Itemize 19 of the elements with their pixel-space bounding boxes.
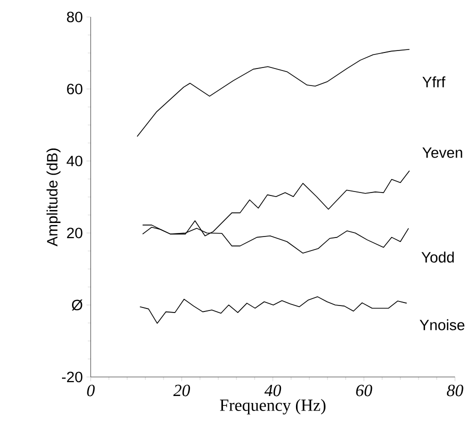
y-tick-label: 60 xyxy=(67,84,82,94)
x-tick-label: 40 xyxy=(264,384,282,396)
y-tick-label: 40 xyxy=(66,156,82,166)
y-axis-title: Amplitude (dB) xyxy=(46,148,60,246)
y-tick-label: -20 xyxy=(62,372,82,382)
x-tick-label: 60 xyxy=(356,384,372,396)
x-axis-title: Frequency (Hz) xyxy=(220,399,326,414)
x-tick-label: 0 xyxy=(87,384,95,396)
line-series xyxy=(136,48,410,137)
series-label: Ynoise xyxy=(420,319,464,330)
text: Yfrf xyxy=(422,76,446,88)
series-label: Yodd xyxy=(422,252,454,263)
y-tick-label: Ø xyxy=(72,299,82,311)
y-tick-label: 80 xyxy=(66,12,82,22)
series-label: Yeven xyxy=(422,147,462,158)
x-tick-label: 80 xyxy=(446,384,464,396)
x-tick-label: 20 xyxy=(173,384,190,396)
y-tick-label: 20 xyxy=(67,228,82,238)
line-series xyxy=(139,296,408,324)
